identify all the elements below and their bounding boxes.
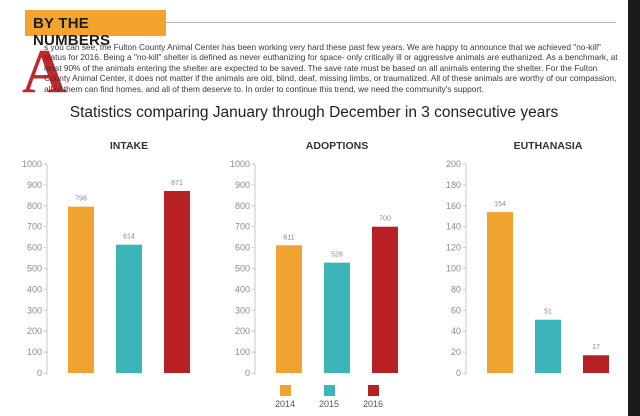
chart-2: EUTHANASIA 0 20 40 60 80 100 120 140 160 180 200 154… <box>446 140 609 378</box>
bar-2016 <box>372 226 398 373</box>
y-tick-label: 600 <box>235 243 250 253</box>
bar-2014 <box>487 212 513 373</box>
chart-title: EUTHANASIA <box>514 140 583 152</box>
y-tick-label: 600 <box>27 243 42 253</box>
data-label: 871 <box>171 180 183 187</box>
legend-item-2014: 2014 <box>270 385 300 409</box>
y-tick-label: 100 <box>235 347 250 357</box>
bar-2015 <box>535 319 561 373</box>
legend-swatch <box>279 385 291 396</box>
y-tick-label: 500 <box>27 264 42 274</box>
y-tick-label: 140 <box>446 222 461 232</box>
y-tick-label: 20 <box>451 347 461 357</box>
banner-rule <box>166 22 616 23</box>
bar-2016 <box>583 355 609 373</box>
data-label: 611 <box>283 234 294 241</box>
y-tick-label: 300 <box>235 305 250 315</box>
bar-2016 <box>164 190 190 373</box>
bar-2015 <box>324 262 350 373</box>
data-label: 17 <box>592 344 600 351</box>
y-tick-label: 700 <box>235 222 250 232</box>
data-label: 154 <box>494 201 506 208</box>
y-tick-label: 60 <box>451 305 461 315</box>
chart-1: ADOPTIONS 0 100 200 300 400 500 600 700 800 900 100… <box>230 140 398 378</box>
y-tick-label: 0 <box>245 368 250 378</box>
chart-main-title: Statistics comparing January through Dec… <box>69 104 559 121</box>
y-tick-label: 800 <box>235 201 250 211</box>
data-label: 528 <box>331 252 343 259</box>
chart-0: INTAKE 0 100 200 300 400 500 600 700 800 900 1000 79… <box>22 140 190 378</box>
data-label: 796 <box>75 196 87 203</box>
y-tick-label: 400 <box>235 284 250 294</box>
intro-paragraph: s you can see, the Fulton County Animal … <box>44 42 618 94</box>
drop-cap: A <box>22 38 67 106</box>
data-label: 700 <box>379 216 391 223</box>
bar-2014 <box>68 206 94 373</box>
y-tick-label: 0 <box>37 368 42 378</box>
data-label: 51 <box>544 309 552 316</box>
legend-swatch <box>323 385 335 396</box>
y-tick-label: 40 <box>451 326 461 336</box>
y-tick-label: 900 <box>27 180 42 190</box>
legend-label: 2014 <box>274 399 296 409</box>
chart-legend: 2014 2015 2016 <box>270 385 388 409</box>
y-tick-label: 120 <box>446 243 461 253</box>
bar-2014 <box>276 245 302 373</box>
y-tick-label: 700 <box>27 222 42 232</box>
data-label: 614 <box>123 234 135 241</box>
y-tick-label: 400 <box>27 284 42 294</box>
y-tick-label: 200 <box>235 326 250 336</box>
y-tick-label: 800 <box>27 201 42 211</box>
section-banner: BY THE NUMBERS <box>25 10 166 49</box>
y-tick-label: 1000 <box>22 159 42 169</box>
y-tick-label: 300 <box>27 305 42 315</box>
legend-item-2016: 2016 <box>358 385 388 409</box>
y-tick-label: 100 <box>446 264 461 274</box>
y-tick-label: 160 <box>446 201 461 211</box>
y-tick-label: 0 <box>456 368 461 378</box>
chart-title: INTAKE <box>110 140 148 152</box>
y-tick-label: 180 <box>446 180 461 190</box>
banner-title: BY THE NUMBERS <box>33 15 111 49</box>
y-tick-label: 80 <box>451 284 461 294</box>
legend-swatch <box>367 385 379 396</box>
chart-title: ADOPTIONS <box>306 140 368 152</box>
page-edge <box>628 0 640 416</box>
y-tick-label: 100 <box>27 347 42 357</box>
y-tick-label: 200 <box>27 326 42 336</box>
y-tick-label: 500 <box>235 264 250 274</box>
y-tick-label: 200 <box>446 159 461 169</box>
y-tick-label: 900 <box>235 180 250 190</box>
legend-item-2015: 2015 <box>314 385 344 409</box>
y-tick-label: 1000 <box>230 159 250 169</box>
bar-2015 <box>116 244 142 373</box>
legend-label: 2016 <box>362 399 384 409</box>
legend-label: 2015 <box>318 399 340 409</box>
